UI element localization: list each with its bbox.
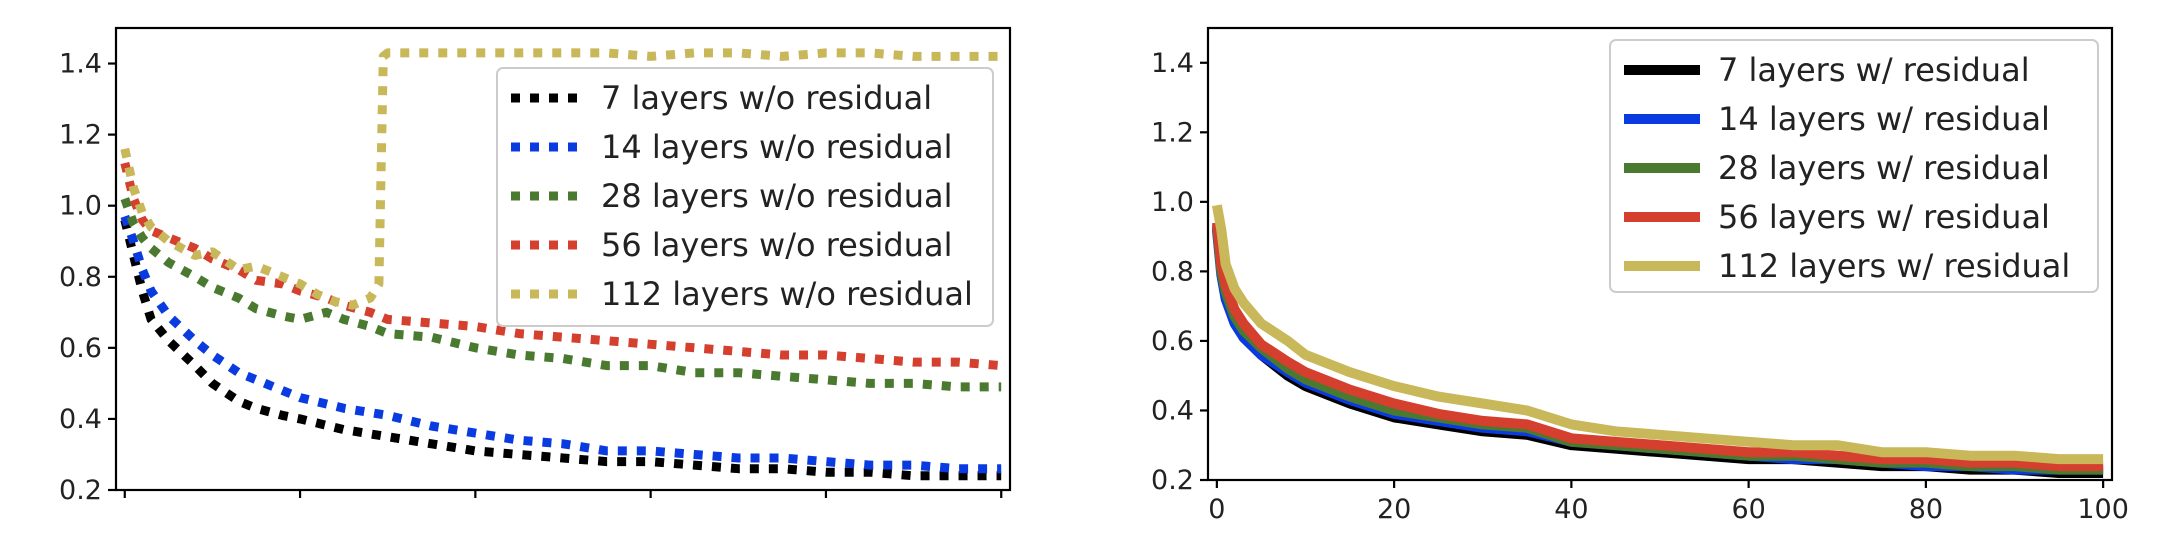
legend-label: 56 layers w/o residual — [601, 226, 953, 264]
y-tick-label: 0.8 — [1151, 256, 1194, 287]
legend-box — [1609, 39, 2099, 293]
legend-label: 14 layers w/o residual — [601, 128, 953, 166]
x-tick-label: 40 — [1554, 494, 1588, 525]
x-tick-label: 0 — [1208, 494, 1225, 525]
series-line-56-layers-w-o-residual — [120, 161, 1002, 371]
y-tick-label: 0.6 — [59, 333, 102, 364]
series-line-112-layers-w-residual — [1211, 204, 2104, 465]
y-tick-label: 1.0 — [59, 191, 102, 222]
series-line-56-layers-w-residual — [1211, 222, 2104, 472]
legend-label: 112 layers w/o residual — [601, 275, 973, 313]
axes-frame — [1206, 26, 2114, 482]
y-tick-label: 0.2 — [59, 475, 102, 506]
x-tick-label: 60 — [1731, 494, 1765, 525]
y-tick-label: 0.8 — [59, 262, 102, 293]
right-chart-panel: 0.2 0.4 0.6 0.8 1.0 1.2 1.4 0 20 40 60 80 100 7 layer… — [1151, 26, 2129, 525]
y-tick-label: 0.6 — [1151, 326, 1194, 357]
legend: 7 layers w/o residual 14 layers w/o resid… — [496, 67, 994, 327]
y-tick-label: 1.0 — [1151, 187, 1194, 218]
y-tick-label: 0.2 — [1151, 465, 1194, 496]
series-line-7-layers-w-o-residual — [120, 218, 1002, 481]
legend-label: 14 layers w/ residual — [1718, 100, 2050, 138]
legend-label: 56 layers w/ residual — [1718, 198, 2050, 236]
legend-box — [496, 67, 994, 327]
y-tick-label: 1.4 — [59, 49, 102, 80]
legend-label: 28 layers w/ residual — [1718, 149, 2050, 187]
legend-label: 7 layers w/ residual — [1718, 51, 2030, 89]
x-tick-label: 80 — [1909, 494, 1943, 525]
left-chart-panel: 0.2 0.4 0.6 0.8 1.0 1.2 1.4 7 layers w/o residu… — [59, 26, 1012, 506]
series-line-28-layers-w-o-residual — [120, 197, 1002, 392]
series-line-14-layers-w-o-residual — [120, 214, 1002, 474]
y-tick-label: 1.4 — [1151, 48, 1194, 79]
series-line-112-layers-w-o-residual — [120, 48, 1002, 310]
x-tick-label: 20 — [1377, 494, 1411, 525]
legend-label: 7 layers w/o residual — [601, 79, 932, 117]
y-tick-label: 0.4 — [59, 404, 102, 435]
y-tick-label: 1.2 — [59, 120, 102, 151]
legend: 7 layers w/ residual 14 layers w/ residua… — [1609, 39, 2099, 293]
axes-frame — [114, 26, 1012, 492]
x-tick-label: 100 — [2077, 494, 2129, 525]
y-tick-label: 0.4 — [1151, 395, 1194, 426]
legend-label: 112 layers w/ residual — [1718, 247, 2070, 285]
y-tick-label: 1.2 — [1151, 117, 1194, 148]
legend-label: 28 layers w/o residual — [601, 177, 953, 215]
